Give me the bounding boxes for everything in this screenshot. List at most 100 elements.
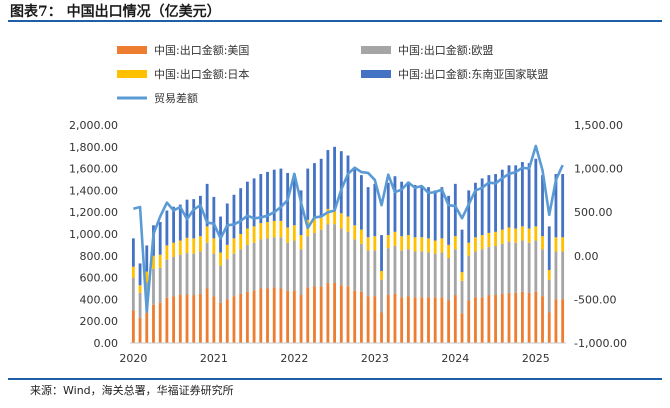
bar-jp	[266, 222, 269, 239]
bar-us	[219, 302, 222, 343]
bar-jp	[507, 227, 511, 242]
right-tick-label: 1,000.00	[574, 163, 623, 176]
bar-asean	[353, 167, 357, 226]
bar-asean	[131, 238, 135, 267]
bar-asean	[205, 183, 209, 227]
bar-jp	[299, 235, 303, 250]
bar-jp	[447, 244, 451, 258]
bar-asean	[178, 204, 182, 241]
bar-eu	[547, 279, 551, 313]
bar-us	[494, 295, 497, 343]
bar-asean	[138, 263, 142, 286]
bar-asean	[413, 184, 417, 238]
bar-asean	[507, 165, 511, 228]
bar-eu	[339, 228, 343, 286]
bar-us	[178, 295, 182, 343]
bar-eu	[192, 253, 196, 296]
bar-jp	[487, 232, 491, 248]
bar-asean	[319, 158, 323, 216]
bar-eu	[232, 253, 236, 297]
bar-asean	[333, 146, 336, 209]
left-tick-label: 400.00	[80, 293, 119, 306]
bar-us	[534, 291, 538, 343]
bar-jp	[232, 238, 236, 254]
bar-jp	[212, 238, 216, 254]
bar-us	[212, 296, 216, 343]
bar-us	[333, 283, 336, 343]
bar-eu	[474, 251, 477, 298]
bar-eu	[219, 265, 222, 303]
balance-line	[133, 144, 564, 313]
bar-asean	[158, 222, 162, 255]
bar-us	[527, 292, 531, 343]
bar-jp	[205, 226, 209, 243]
bar-asean	[393, 176, 397, 232]
bar-asean	[313, 163, 316, 218]
bar-asean	[460, 229, 464, 273]
bar-asean	[360, 175, 363, 230]
bar-eu	[460, 280, 464, 314]
bar-eu	[266, 238, 269, 289]
bar-jp	[554, 237, 558, 252]
bar-eu	[239, 249, 243, 294]
bar-us	[480, 297, 484, 343]
legend-label-jp: 中国:出口金额:日本	[154, 67, 249, 81]
bar-asean	[447, 195, 451, 245]
bar-eu	[413, 251, 417, 298]
bar-us	[272, 287, 276, 343]
bar-us	[406, 296, 410, 343]
bar-asean	[480, 178, 484, 236]
bar-eu	[541, 249, 544, 297]
x-axis-ticks: 2020 2021 2022 2023 2024 2025	[119, 352, 549, 365]
bar-jp	[527, 228, 531, 243]
bar-eu	[319, 229, 323, 287]
bar-eu	[172, 256, 176, 297]
bar-eu	[453, 249, 457, 296]
bar-us	[393, 293, 397, 343]
bar-eu	[514, 242, 518, 293]
bar-jp	[386, 235, 390, 249]
bar-us	[279, 288, 283, 343]
bar-us	[259, 288, 263, 343]
bar-eu	[286, 242, 290, 291]
left-tick-label: 2,000.00	[69, 119, 118, 132]
bar-jp	[339, 213, 343, 229]
bar-us	[380, 312, 383, 343]
bar-eu	[152, 268, 155, 305]
bar-us	[245, 291, 249, 343]
top-rule	[8, 20, 662, 22]
bar-asean	[239, 188, 243, 234]
bar-jp	[460, 272, 464, 281]
bar-eu	[386, 248, 390, 296]
bar-us	[366, 296, 370, 343]
bar-asean	[541, 175, 544, 237]
bar-jp	[158, 254, 162, 268]
bar-us	[400, 297, 404, 343]
bar-us	[239, 293, 243, 343]
bar-jp	[286, 227, 290, 243]
bar-asean	[554, 174, 558, 238]
bar-asean	[245, 181, 249, 229]
bar-asean	[326, 150, 330, 209]
bar-jp	[292, 225, 296, 241]
legend-swatch-us	[117, 46, 147, 54]
bar-jp	[534, 226, 538, 241]
bar-jp	[420, 237, 424, 252]
legend-swatch-eu	[361, 46, 391, 54]
bar-us	[453, 295, 457, 343]
bar-jp	[373, 236, 377, 251]
left-tick-label: 200.00	[80, 315, 119, 328]
bar-asean	[520, 162, 524, 227]
bar-us	[460, 313, 464, 343]
bar-us	[514, 292, 518, 343]
bar-jp	[165, 245, 169, 260]
right-tick-label: 500.00	[574, 206, 613, 219]
bar-eu	[259, 239, 263, 289]
bar-asean	[534, 158, 538, 227]
bar-us	[474, 297, 477, 343]
right-tick-label: -1,000.00	[574, 337, 627, 350]
bar-eu	[500, 243, 504, 294]
bar-eu	[205, 242, 209, 289]
bar-asean	[527, 163, 531, 229]
